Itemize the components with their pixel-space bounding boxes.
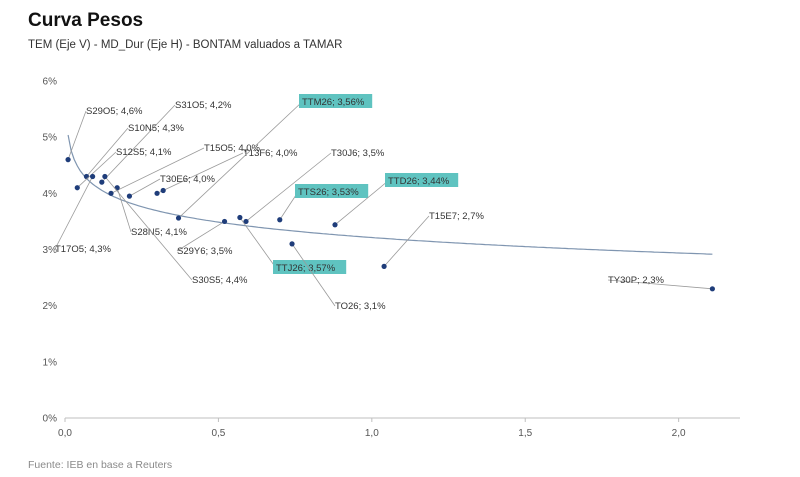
point-label: T13F6; 4,0% bbox=[243, 148, 298, 159]
x-tick-label: 0,0 bbox=[58, 428, 72, 439]
y-tick-label: 4% bbox=[43, 189, 58, 200]
x-tick-label: 1,5 bbox=[518, 428, 532, 439]
trendline bbox=[67, 134, 713, 255]
leader-line bbox=[176, 221, 225, 252]
point-label: S29Y6; 3,5% bbox=[177, 246, 233, 257]
highlight-box bbox=[299, 94, 373, 108]
leader-line bbox=[110, 147, 205, 194]
point-label: T15E7; 2,7% bbox=[429, 211, 484, 222]
leader-line bbox=[77, 151, 117, 189]
data-point bbox=[65, 157, 71, 163]
point-label: TY30P; 2,3% bbox=[608, 275, 665, 286]
point-label: T17O5; 4,3% bbox=[55, 244, 112, 255]
point-label: S10N5; 4,3% bbox=[128, 123, 185, 134]
data-point bbox=[83, 173, 90, 180]
point-label: TTS26; 3,53% bbox=[298, 187, 359, 198]
leader-line bbox=[383, 215, 430, 267]
point-label: S28N5; 4,1% bbox=[131, 227, 188, 238]
point-label: TTJ26; 3,57% bbox=[276, 263, 336, 274]
data-point bbox=[74, 185, 80, 191]
data-point bbox=[381, 263, 387, 269]
leader-line bbox=[279, 191, 299, 220]
highlight-box bbox=[385, 173, 459, 187]
y-tick-label: 1% bbox=[43, 357, 58, 368]
leader-line bbox=[178, 101, 303, 219]
y-tick-label: 3% bbox=[43, 245, 58, 256]
point-label: T30E6; 4,0% bbox=[160, 174, 215, 185]
y-tick-label: 5% bbox=[43, 133, 58, 144]
x-tick-label: 1,0 bbox=[365, 428, 379, 439]
leader-line bbox=[245, 152, 332, 222]
data-point bbox=[175, 215, 182, 221]
highlight-box bbox=[295, 184, 369, 198]
y-tick-label: 2% bbox=[43, 301, 58, 312]
y-tick-label: 0% bbox=[43, 414, 58, 425]
data-point bbox=[221, 218, 228, 225]
leader-line bbox=[239, 217, 277, 269]
point-label: S29O5; 4,6% bbox=[86, 106, 143, 117]
data-point bbox=[160, 187, 166, 194]
data-point bbox=[126, 193, 133, 199]
leader-line bbox=[104, 176, 193, 281]
leader-line bbox=[86, 127, 129, 177]
data-point bbox=[114, 185, 120, 191]
x-tick-label: 0,5 bbox=[211, 428, 225, 439]
leader-line bbox=[291, 243, 336, 307]
x-tick-label: 2,0 bbox=[672, 428, 686, 439]
data-point bbox=[108, 190, 114, 196]
point-label: S31O5; 4,2% bbox=[175, 100, 232, 111]
data-point bbox=[99, 179, 105, 185]
point-label: S12S5; 4,1% bbox=[116, 147, 172, 158]
data-point bbox=[289, 241, 295, 247]
point-label: TTM26; 3,56% bbox=[302, 97, 365, 108]
data-point bbox=[243, 218, 249, 225]
data-point bbox=[332, 222, 338, 228]
highlight-box bbox=[273, 260, 347, 274]
chart-title: Curva Pesos bbox=[28, 10, 144, 31]
leader-line bbox=[54, 176, 93, 250]
leader-line bbox=[607, 279, 713, 290]
data-point bbox=[90, 173, 96, 180]
data-point bbox=[154, 190, 160, 196]
point-label: T15O5; 4,0% bbox=[204, 143, 261, 154]
point-label: S30S5; 4,4% bbox=[192, 275, 248, 286]
y-tick-label: 6% bbox=[43, 77, 58, 88]
leader-line bbox=[116, 187, 132, 233]
leader-line bbox=[101, 104, 176, 183]
point-label: TTD26; 3,44% bbox=[388, 176, 450, 187]
source-note: Fuente: IEB en base a Reuters bbox=[28, 459, 173, 471]
leader-line bbox=[334, 180, 389, 226]
leader-line bbox=[129, 178, 161, 197]
leader-line bbox=[156, 152, 244, 194]
leader-line bbox=[67, 110, 87, 160]
point-label: TO26; 3,1% bbox=[335, 301, 386, 312]
chart-subtitle: TEM (Eje V) - MD_Dur (Eje H) - BONTAM va… bbox=[28, 39, 343, 51]
data-point bbox=[709, 286, 715, 292]
data-point bbox=[102, 173, 108, 180]
point-label: T30J6; 3,5% bbox=[331, 148, 385, 159]
data-point bbox=[277, 217, 283, 223]
data-point bbox=[237, 214, 243, 221]
